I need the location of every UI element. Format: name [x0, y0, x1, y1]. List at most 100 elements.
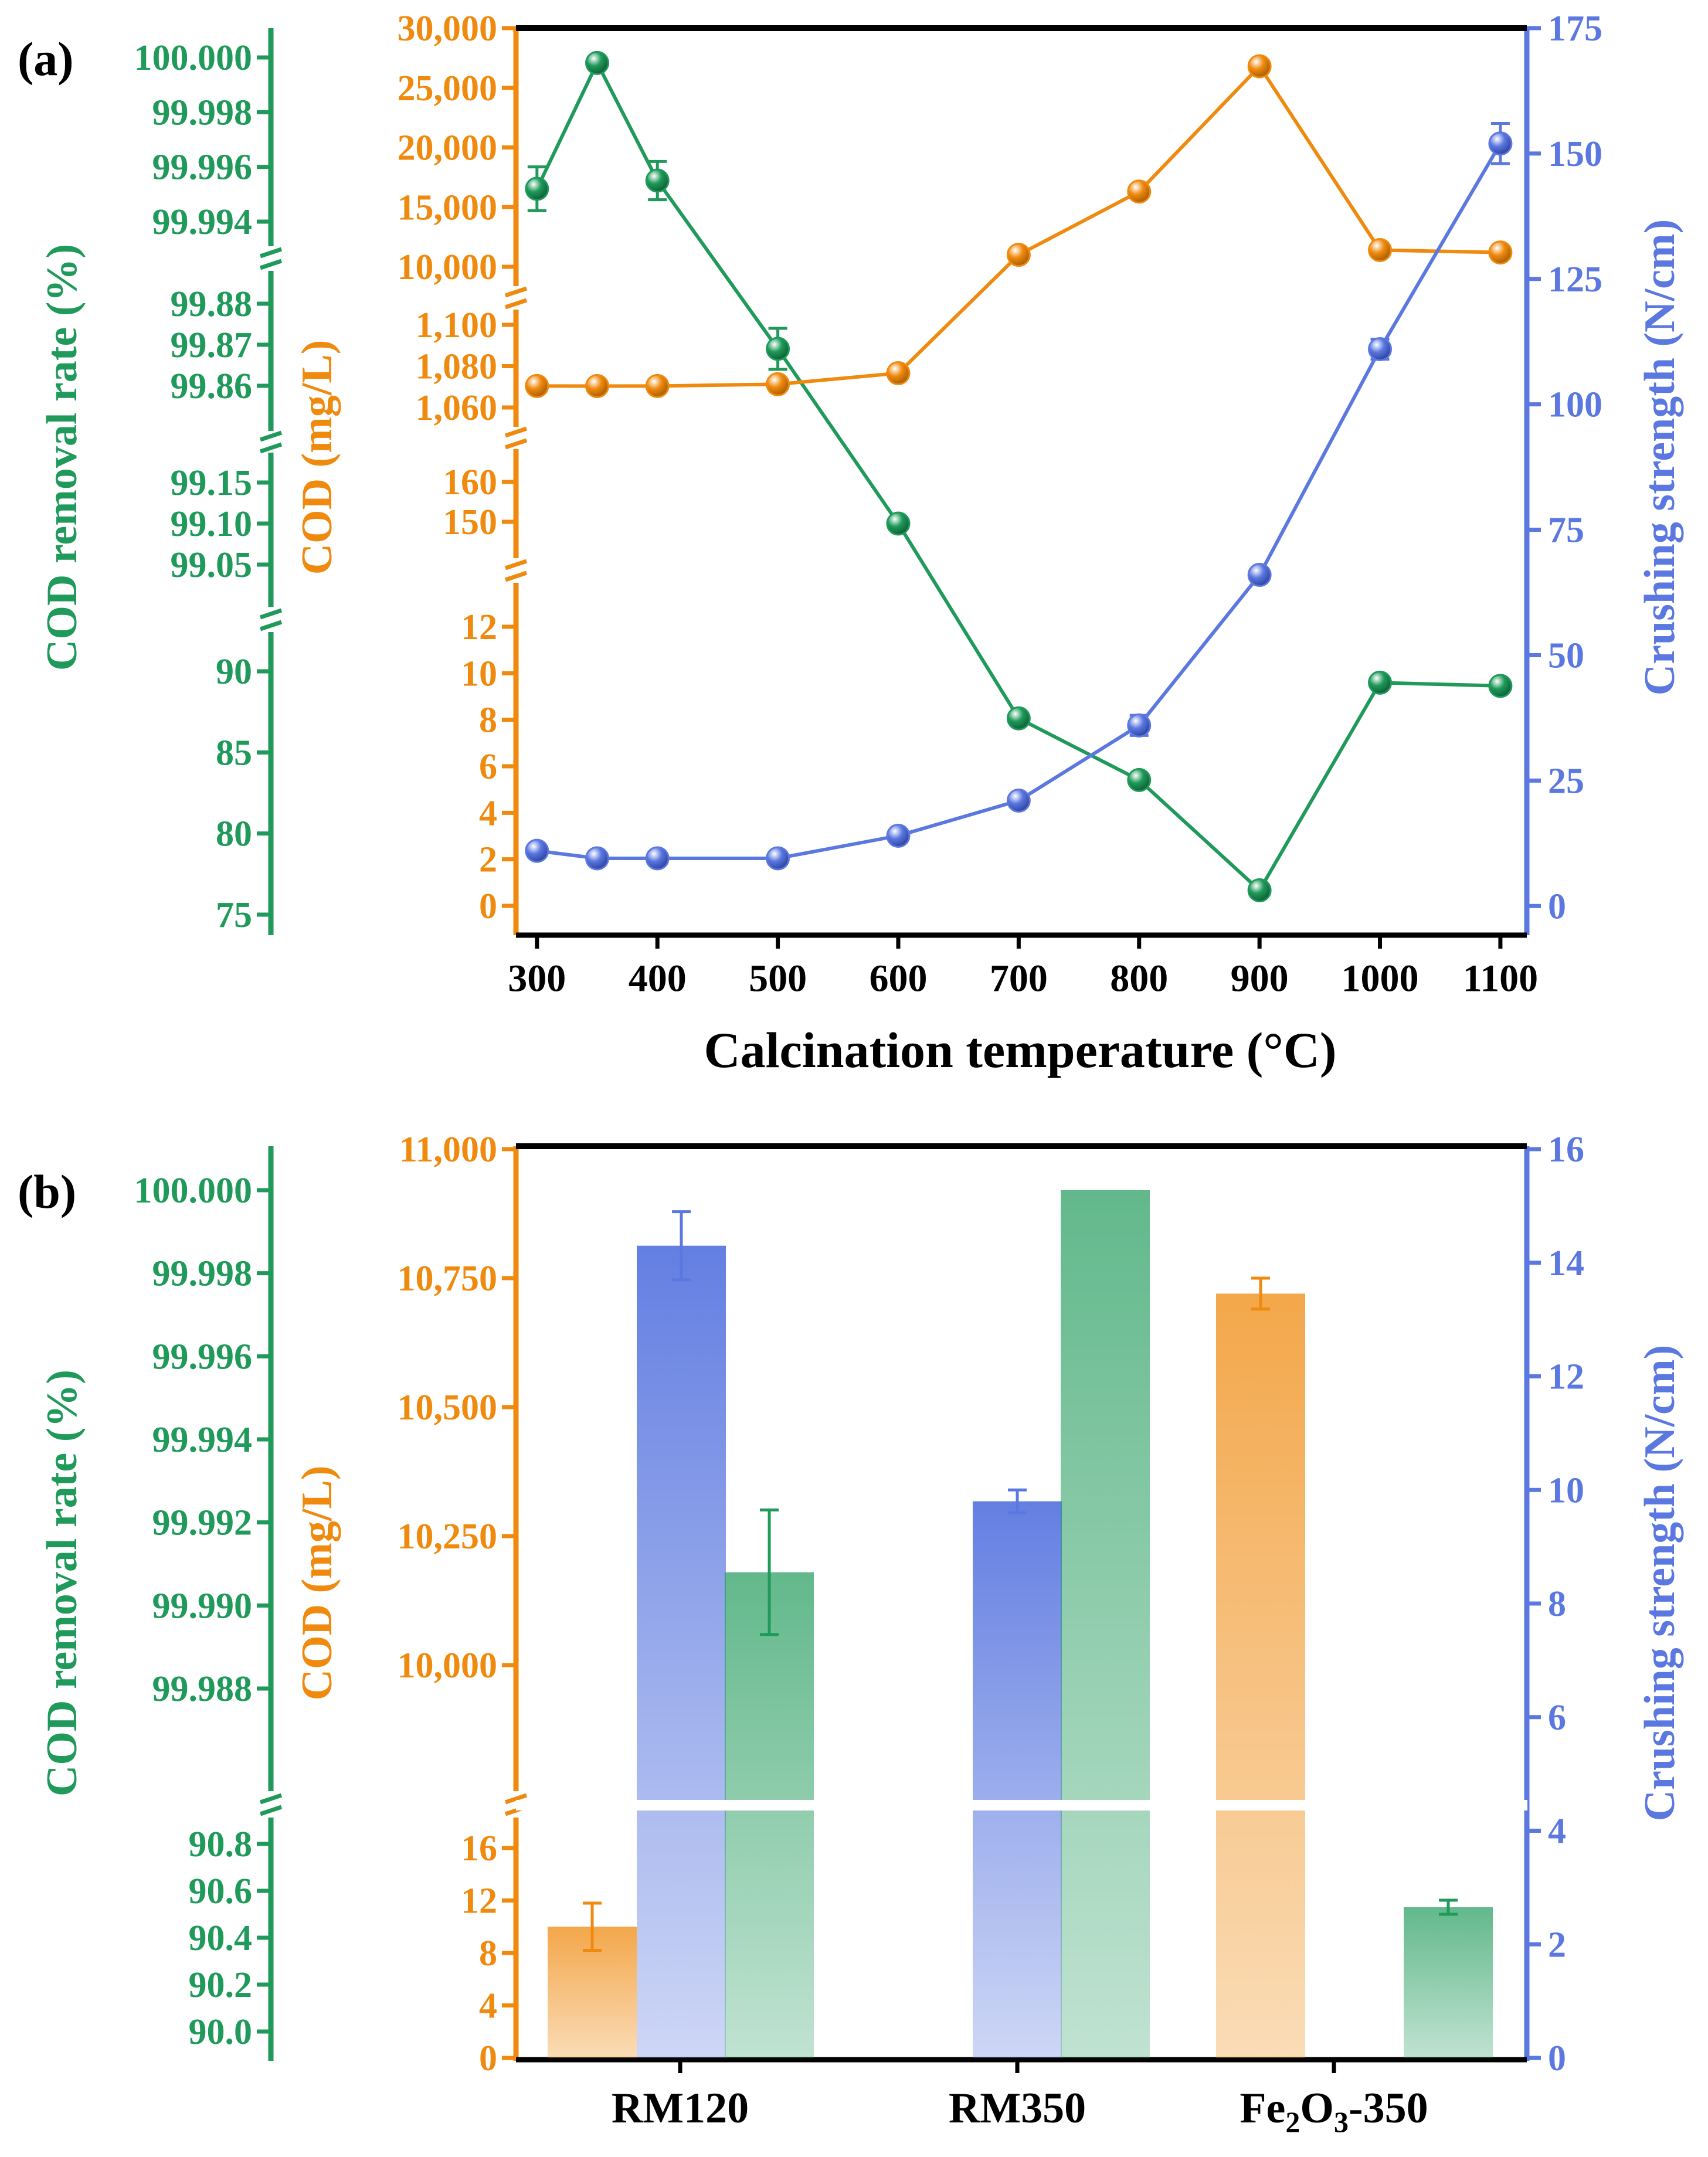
- panel-a-crushing-strength-line-segment: [1378, 142, 1502, 351]
- panel-b-crushing-strength-bar: [637, 1245, 726, 2058]
- panel-a-green-tick-label: 99.86: [171, 366, 253, 406]
- panel-b-green-axis-break-slash-top: [259, 1793, 283, 1805]
- panel-b-cod-bar: [1216, 1293, 1305, 2058]
- panel-a-cod-removal-rate-point: [766, 337, 790, 361]
- panel-a-orange-tick-label: 0: [479, 886, 497, 926]
- panel-b-orange-tick-label: 0: [479, 2039, 497, 2078]
- panel-a-orange-tick-label: 10,000: [398, 247, 498, 287]
- panel-b-cod-removal-rate-bar: [1061, 1190, 1150, 2058]
- panel-b-green-tick-label: 99.990: [152, 1586, 253, 1626]
- panel-a-cod-removal-rate-line-segment: [776, 348, 900, 525]
- panel-a-orange-tick-label: 25,000: [398, 69, 498, 108]
- panel-a-cod-removal-rate-line-segment: [535, 62, 599, 190]
- panel-b-orange-tick-label: 10,750: [398, 1259, 498, 1299]
- panel-a-green-tick-label: 100.000: [134, 38, 253, 78]
- panel-a-crushing-strength-point: [645, 846, 670, 871]
- panel-a-cod-removal-rate-line-segment: [1137, 779, 1261, 892]
- panel-a-blue-axis-title: Crushing strength (N/cm): [1636, 219, 1684, 696]
- panel-a-cod-removal-rate-point: [585, 50, 610, 75]
- panel-a-plot-area: 100.000 99.998 99.996 99.994 99.8899.8799.86…: [134, 9, 1603, 1000]
- panel-a-green-tick-label: 80: [216, 814, 252, 854]
- panel-b-blue-axis-title: Crushing strength (N/cm): [1636, 1345, 1684, 1822]
- panel-a-cod-removal-rate-point: [645, 168, 670, 193]
- panel-b-orange-tick-label: 11,000: [399, 1130, 497, 1170]
- panel-a-blue-tick-label: 150: [1548, 134, 1602, 174]
- panel-a-green-tick-label: 99.15: [171, 463, 253, 503]
- panel-b-orange-tick-label: 16: [461, 1829, 497, 1869]
- panel-a-crushing-strength-point: [585, 846, 610, 871]
- panel-a-cod-removal-rate-line-segment: [595, 62, 659, 182]
- panel-a-x-tick-label: 300: [508, 957, 566, 1000]
- panel-a-cod-line-segment: [1258, 65, 1382, 252]
- panel-a-orange-axis-break-1-slash-bottom: [504, 438, 528, 450]
- panel-b-cod-removal-rate-bar: [1404, 1907, 1493, 2058]
- panel-a-green-tick-label: 85: [216, 733, 252, 773]
- panel-a-orange-tick-label: 6: [479, 747, 497, 787]
- panel-a-orange-tick-label: 2: [479, 840, 497, 880]
- panel-a-x-tick-label: 400: [629, 957, 687, 1000]
- panel-b-orange-tick-label: 10,500: [398, 1388, 498, 1428]
- panel-a-cod-point: [645, 373, 670, 398]
- panel-b-category-label: RM120: [612, 2084, 749, 2132]
- panel-b-green-tick-label: 90.6: [189, 1871, 253, 1911]
- panel-b-orange-axis-break-slash-top: [504, 1793, 528, 1805]
- panel-a-orange-tick-label: 150: [443, 502, 497, 542]
- panel-a-crushing-strength-point: [766, 846, 790, 871]
- panel-b-orange-tick-label: 4: [479, 1986, 497, 2026]
- panel-a-crushing-strength-line-segment: [1137, 573, 1261, 727]
- panel-b-blue-tick-label: 4: [1548, 1812, 1566, 1852]
- panel-a-x-tick-label: 700: [990, 957, 1048, 1000]
- panel-a-green-tick-label: 90: [216, 652, 252, 692]
- panel-a-green-axis-break-0-slash-bottom: [259, 259, 283, 270]
- panel-b-orange-tick-label: 10,250: [398, 1517, 498, 1557]
- panel-a-cod-line-segment: [1017, 190, 1140, 257]
- panel-a-orange-tick-label: 8: [479, 701, 497, 740]
- panel-a-orange-tick-label: 1,060: [416, 388, 498, 428]
- panel-a-crushing-strength-point: [525, 838, 549, 863]
- panel-b-green-tick-label: 90.0: [189, 2012, 253, 2052]
- panel-b-category-label: Fe2O3-350: [1240, 2084, 1428, 2138]
- panel-a-green-tick-label: 99.996: [152, 148, 253, 188]
- panel-a-green-axis-title: COD removal rate (%): [38, 244, 86, 671]
- panel-a-green-axis-break-2-slash-bottom: [259, 620, 283, 631]
- panel-a-crushing-strength-point: [1247, 563, 1272, 587]
- panel-a-cod-line-segment: [897, 253, 1020, 375]
- panel-a-cod-point: [886, 361, 911, 386]
- panel-a-cod-point: [766, 372, 790, 396]
- panel-a-green-axis-break-2-slash-top: [259, 608, 283, 620]
- panel-a-cod-line-segment: [1137, 65, 1261, 193]
- panel-a-orange-tick-label: 20,000: [398, 128, 498, 168]
- panel-a-green-axis-break-0-slash-top: [259, 247, 283, 259]
- panel-a-orange-axis-break-0-slash-top: [504, 286, 528, 298]
- panel-a-orange-axis-break-1-slash-top: [504, 426, 528, 438]
- panel-b-green-tick-label: 90.4: [189, 1918, 253, 1958]
- panel-a-cod-removal-rate-point: [1247, 878, 1272, 902]
- panel-a-cod-line-segment: [657, 382, 778, 388]
- panel-a-x-tick-label: 500: [749, 957, 807, 1000]
- panel-a-orange-axis-title: COD (mg/L): [293, 340, 341, 575]
- panel-a-cod-line-segment: [1380, 248, 1500, 254]
- panel-a-green-tick-label: 75: [216, 895, 252, 935]
- panel-a-orange-tick-label: 12: [461, 607, 497, 647]
- panel-a-cod-line-segment: [777, 371, 899, 386]
- panel-b-green-tick-label: 99.992: [152, 1503, 253, 1543]
- panel-b-category-label: RM350: [949, 2084, 1086, 2132]
- panel-a-crushing-strength-line-segment: [1258, 348, 1382, 576]
- panel-a-cod-removal-rate-point: [1006, 706, 1031, 731]
- panel-a-orange-tick-label: 30,000: [398, 9, 498, 49]
- panel-b-axis-break-band: [516, 1800, 1527, 1810]
- panel-a-cod-removal-rate-point: [886, 511, 911, 536]
- panel-a-label: (a): [18, 32, 74, 86]
- panel-b-orange-axis-title: COD (mg/L): [293, 1466, 341, 1701]
- panel-b-blue-tick-label: 6: [1548, 1698, 1566, 1738]
- panel-b-green-tick-label: 99.996: [152, 1337, 253, 1377]
- panel-b-green-tick-label: 90.2: [189, 1965, 253, 2005]
- panel-a-blue-tick-label: 75: [1548, 511, 1584, 551]
- panel-a-cod-removal-rate-line-segment: [1258, 681, 1382, 892]
- panel-a-cod-point: [585, 374, 610, 398]
- panel-a-green-tick-label: 99.87: [171, 325, 253, 365]
- panel-a-crushing-strength-point: [886, 823, 911, 848]
- panel-b-blue-tick-label: 0: [1548, 2039, 1566, 2078]
- panel-b-orange-tick-label: 8: [479, 1934, 497, 1973]
- panel-a: (a) 100.00099.99899.99699.99499.8899.879…: [18, 9, 1684, 1078]
